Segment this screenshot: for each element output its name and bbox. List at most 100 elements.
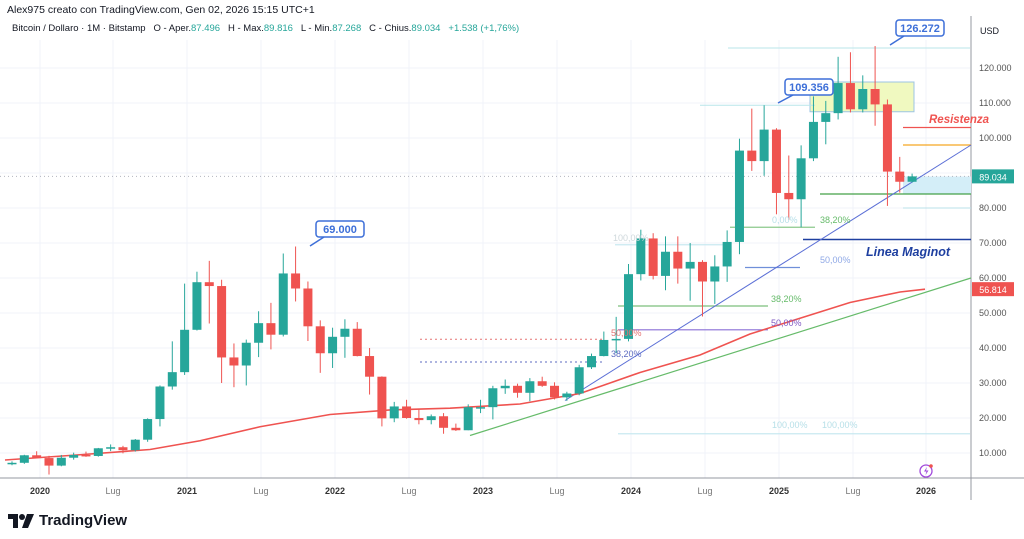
- fib-label: 50,00%: [771, 318, 802, 328]
- low-label: L - Min.: [300, 23, 333, 34]
- y-tick: 40.000: [979, 343, 1007, 353]
- x-tick: Lug: [253, 486, 268, 496]
- candle: [895, 156, 905, 193]
- svg-text:89.034: 89.034: [979, 172, 1007, 182]
- change-value: +1.538 (+1,76%): [448, 23, 520, 34]
- candle: [155, 385, 165, 427]
- fib-label: 38,20%: [820, 215, 851, 225]
- x-tick: 2020: [30, 486, 50, 496]
- candle: [833, 56, 843, 120]
- candle: [808, 96, 818, 162]
- candle: [118, 445, 128, 454]
- close-value: 89.034: [411, 23, 441, 34]
- candle: [229, 343, 239, 388]
- candle: [44, 455, 54, 475]
- high-value: 89.816: [263, 23, 293, 34]
- candle: [7, 461, 17, 466]
- svg-text:109.356: 109.356: [789, 82, 829, 94]
- candle: [907, 173, 917, 183]
- fib-label: 50,00%: [820, 255, 851, 265]
- candle: [365, 348, 375, 395]
- candle: [624, 264, 633, 342]
- lightning-event-icon: [919, 464, 933, 478]
- candle: [858, 75, 868, 113]
- candle: [759, 105, 769, 176]
- candle: [574, 364, 584, 396]
- candle: [870, 46, 880, 126]
- candle: [476, 399, 486, 414]
- candle: [106, 444, 116, 452]
- chart-credit: Alex975 creato con TradingView.com, Gen …: [7, 4, 315, 16]
- candle: [771, 128, 781, 215]
- candle: [611, 316, 621, 354]
- candle: [488, 385, 498, 420]
- fib-label: 100,00%: [772, 420, 808, 430]
- candle: [414, 408, 424, 425]
- linea-maginot-label: Linea Maginot: [866, 245, 951, 259]
- symbol-name[interactable]: Bitcoin / Dollaro · 1M · Bitstamp: [12, 23, 146, 34]
- candle: [562, 391, 572, 401]
- last-price-badge: [972, 169, 1014, 184]
- y-tick: 60.000: [979, 273, 1007, 283]
- candle: [685, 243, 695, 301]
- candle: [747, 108, 757, 171]
- candle: [303, 281, 313, 341]
- currency-label: USD: [980, 26, 1000, 36]
- candle: [525, 378, 535, 402]
- candle: [402, 399, 412, 419]
- x-tick: 2021: [177, 486, 197, 496]
- price-callout: [315, 220, 365, 238]
- x-tick: 2024: [621, 486, 641, 496]
- candle: [673, 236, 683, 284]
- candle: [254, 311, 264, 358]
- candle: [340, 319, 350, 358]
- x-tick: 2022: [325, 486, 345, 496]
- svg-text:126.272: 126.272: [900, 23, 940, 35]
- candle: [291, 246, 301, 302]
- y-tick: 70.000: [979, 238, 1007, 248]
- fib-label: 100,00%: [822, 420, 858, 430]
- x-tick: 2025: [769, 486, 789, 496]
- y-tick: 80.000: [979, 203, 1007, 213]
- candle: [204, 260, 214, 324]
- candle: [587, 353, 597, 369]
- x-tick: Lug: [845, 486, 860, 496]
- candle: [93, 447, 103, 457]
- trendline-blue: [564, 144, 972, 401]
- candle: [315, 320, 325, 373]
- candle: [69, 452, 79, 460]
- candle: [143, 418, 153, 442]
- fib-label: 38,20%: [611, 349, 642, 359]
- candle: [352, 322, 362, 357]
- ma-price-badge: [972, 282, 1014, 297]
- candle: [130, 439, 140, 452]
- y-tick: 10.000: [979, 448, 1007, 458]
- candle: [266, 302, 276, 350]
- open-label: O - Aper.: [153, 23, 192, 34]
- candle: [513, 383, 523, 398]
- candle: [377, 376, 387, 427]
- x-tick: Lug: [549, 486, 564, 496]
- x-tick: 2026: [916, 486, 936, 496]
- fib-label: 50,00%: [611, 328, 642, 338]
- candle: [722, 230, 732, 282]
- fib-label: 38,20%: [771, 294, 802, 304]
- candle: [192, 271, 202, 331]
- candle: [217, 279, 227, 383]
- candle: [328, 327, 338, 368]
- candle: [882, 99, 892, 206]
- fib-label: 100,00%: [613, 233, 649, 243]
- candle: [784, 155, 794, 220]
- candle: [241, 339, 251, 386]
- resistenza-label: Resistenza: [929, 114, 990, 126]
- svg-text:56.814: 56.814: [979, 285, 1007, 295]
- candle: [278, 253, 288, 337]
- y-tick: 110.000: [979, 98, 1011, 108]
- y-tick: 30.000: [979, 378, 1007, 388]
- tradingview-logo[interactable]: TradingView: [8, 512, 127, 529]
- y-tick: 20.000: [979, 413, 1007, 423]
- candle: [537, 376, 547, 387]
- candle: [439, 413, 449, 434]
- candle: [710, 255, 720, 304]
